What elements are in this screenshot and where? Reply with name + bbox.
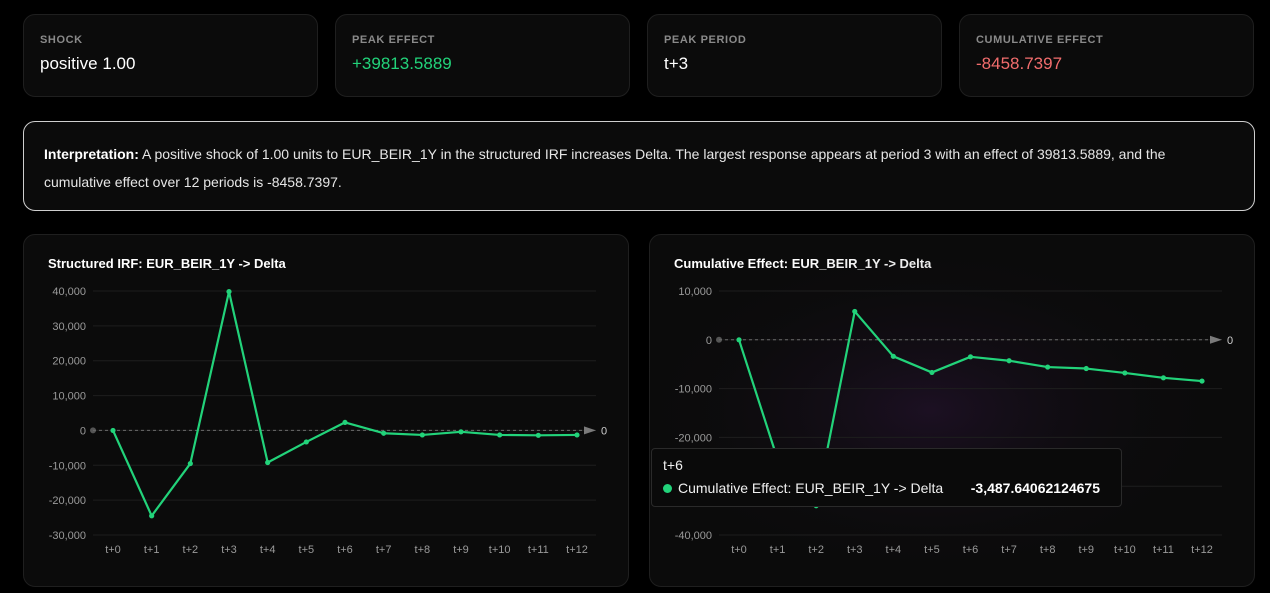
x-tick-label: t+9: [453, 544, 469, 556]
x-tick-label: t+7: [1001, 544, 1017, 556]
series-dot-icon: [663, 483, 672, 493]
x-tick-label: t+5: [924, 544, 940, 556]
data-point: [265, 459, 271, 466]
data-point: [1006, 358, 1012, 364]
y-tick-label: -40,000: [675, 530, 712, 542]
zero-line-label: 0: [1227, 335, 1233, 347]
y-tick-label: 0: [706, 335, 712, 347]
x-tick-label: t+6: [963, 544, 979, 556]
data-point: [149, 513, 155, 519]
y-tick-label: -30,000: [49, 530, 86, 542]
x-tick-label: t+11: [528, 544, 549, 556]
y-tick-label: 30,000: [52, 321, 86, 333]
data-point: [736, 337, 742, 343]
stat-value: positive 1.00: [40, 54, 136, 73]
y-tick-label: 40,000: [52, 286, 86, 298]
x-tick-label: t+0: [105, 544, 121, 556]
tooltip-period: t+6: [663, 457, 683, 473]
x-tick-label: t+7: [376, 544, 392, 556]
x-tick-label: t+1: [770, 544, 786, 556]
data-point: [967, 354, 974, 360]
x-tick-label: t+3: [221, 544, 237, 556]
y-tick-label: -20,000: [675, 432, 712, 444]
stat-label: PEAK EFFECT: [352, 34, 435, 46]
interpretation-text: A positive shock of 1.00 units to EUR_BE…: [44, 146, 1166, 190]
x-tick-label: t+12: [1191, 544, 1213, 556]
data-point: [535, 432, 541, 438]
x-tick-label: t+8: [1040, 544, 1056, 556]
data-point: [1083, 365, 1089, 372]
data-point: [852, 308, 858, 315]
series-line: [111, 290, 578, 517]
stat-label: PEAK PERIOD: [664, 34, 747, 46]
data-point: [1199, 378, 1205, 384]
x-tick-label: t+10: [1114, 544, 1136, 556]
data-point: [929, 369, 935, 376]
data-point: [1122, 370, 1128, 376]
data-point: [110, 427, 116, 434]
stat-value: +39813.5889: [352, 54, 452, 73]
interpretation-label: Interpretation:: [44, 146, 139, 162]
y-tick-label: -10,000: [49, 460, 86, 472]
x-tick-label: t+9: [1078, 544, 1094, 556]
y-tick-label: 10,000: [678, 286, 712, 298]
data-point: [381, 430, 387, 436]
data-point: [1160, 375, 1167, 381]
stat-card-peak-effect: PEAK EFFECT +39813.5889: [335, 14, 630, 97]
x-tick-label: t+4: [886, 544, 902, 556]
stat-card-shock: SHOCK positive 1.00: [23, 14, 318, 97]
data-point: [303, 439, 309, 445]
stat-card-cumulative-effect: CUMULATIVE EFFECT -8458.7397: [959, 14, 1254, 97]
data-point: [187, 460, 193, 467]
chart-title: Structured IRF: EUR_BEIR_1Y -> Delta: [48, 256, 286, 271]
interpretation-box: Interpretation: A positive shock of 1.00…: [23, 121, 1255, 211]
x-tick-label: t+3: [847, 544, 863, 556]
data-point: [419, 432, 425, 438]
stat-card-peak-period: PEAK PERIOD t+3: [647, 14, 942, 97]
x-tick-label: t+10: [489, 544, 511, 556]
x-tick-label: t+0: [731, 544, 747, 556]
tooltip-series-label: Cumulative Effect: EUR_BEIR_1Y -> Delta: [678, 480, 944, 496]
x-tick-label: t+4: [260, 544, 276, 556]
y-tick-label: -20,000: [49, 495, 86, 507]
y-tick-label: 0: [80, 425, 86, 437]
zero-line-arrow-icon: [584, 426, 596, 435]
x-tick-label: t+2: [808, 544, 824, 556]
y-tick-label: -10,000: [675, 384, 712, 396]
tooltip-value: -3,487.64062124675: [970, 480, 1100, 496]
zero-line-arrow-icon: [1210, 335, 1222, 344]
chart-tooltip: t+6 Cumulative Effect: EUR_BEIR_1Y -> De…: [651, 448, 1122, 507]
data-point: [890, 353, 896, 359]
y-tick-label: 20,000: [52, 356, 86, 368]
data-point: [342, 419, 348, 426]
irf-chart-card: Structured IRF: EUR_BEIR_1Y -> Delta: [23, 234, 629, 587]
stat-label: SHOCK: [40, 34, 83, 46]
zero-line-label: 0: [601, 425, 607, 437]
data-point: [1045, 364, 1051, 370]
x-tick-label: t+11: [1153, 544, 1174, 556]
stat-value: t+3: [664, 54, 689, 73]
x-tick-label: t+6: [337, 544, 353, 556]
stat-value: -8458.7397: [976, 54, 1063, 73]
y-tick-label: 10,000: [52, 391, 86, 403]
data-point: [458, 429, 464, 435]
data-point: [574, 432, 580, 438]
x-tick-label: t+2: [183, 544, 199, 556]
x-tick-label: t+1: [144, 544, 160, 556]
x-tick-label: t+12: [566, 544, 588, 556]
data-point: [226, 289, 232, 295]
data-point: [497, 432, 503, 438]
x-tick-label: t+8: [415, 544, 431, 556]
stat-label: CUMULATIVE EFFECT: [976, 34, 1104, 46]
x-tick-label: t+5: [299, 544, 315, 556]
